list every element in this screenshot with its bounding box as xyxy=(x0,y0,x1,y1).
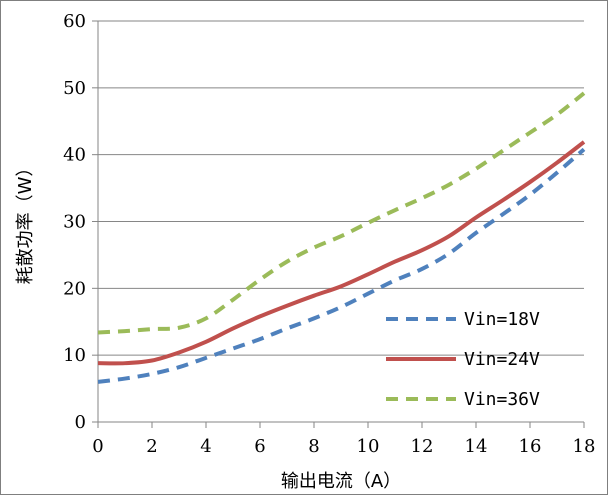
x-tick-label-3: 6 xyxy=(254,436,265,457)
x-tick-label-2: 4 xyxy=(200,436,211,457)
x-tick-label-7: 14 xyxy=(465,436,488,457)
y-tick-label-2: 20 xyxy=(63,278,86,299)
x-tick-label-8: 16 xyxy=(519,436,542,457)
series-line-2 xyxy=(97,140,586,366)
x-tick-label-1: 2 xyxy=(146,436,157,457)
y-axis-title: 耗散功率（W） xyxy=(15,159,36,285)
x-axis-title: 输出电流（A） xyxy=(281,471,401,492)
x-tick-label-4: 8 xyxy=(308,436,319,457)
y-tick-label-3: 30 xyxy=(63,212,86,233)
x-tick-label-0: 0 xyxy=(92,436,103,457)
y-tick-label-1: 10 xyxy=(63,345,86,366)
series-layer xyxy=(97,91,586,384)
x-tick-label-9: 18 xyxy=(573,436,596,457)
legend-label-3: Vin=36V xyxy=(464,389,540,410)
gridlines xyxy=(98,20,584,356)
legend-label-2: Vin=24V xyxy=(464,349,540,370)
axes xyxy=(92,20,585,428)
legend: Vin=18V Vin=24V Vin=36V xyxy=(386,309,540,410)
tick-labels: 0 10 20 30 40 50 60 0 2 4 6 8 10 12 14 16 18 xyxy=(63,11,595,457)
y-tick-label-6: 60 xyxy=(63,11,86,32)
series-line-3 xyxy=(97,91,586,335)
y-tick-label-4: 40 xyxy=(63,145,86,166)
y-tick-label-5: 50 xyxy=(63,78,86,99)
legend-label-1: Vin=18V xyxy=(464,309,540,330)
x-tick-label-5: 10 xyxy=(357,436,380,457)
x-tick-label-6: 12 xyxy=(411,436,434,457)
series-line-1 xyxy=(97,147,586,384)
y-tick-label-0: 0 xyxy=(75,412,86,433)
